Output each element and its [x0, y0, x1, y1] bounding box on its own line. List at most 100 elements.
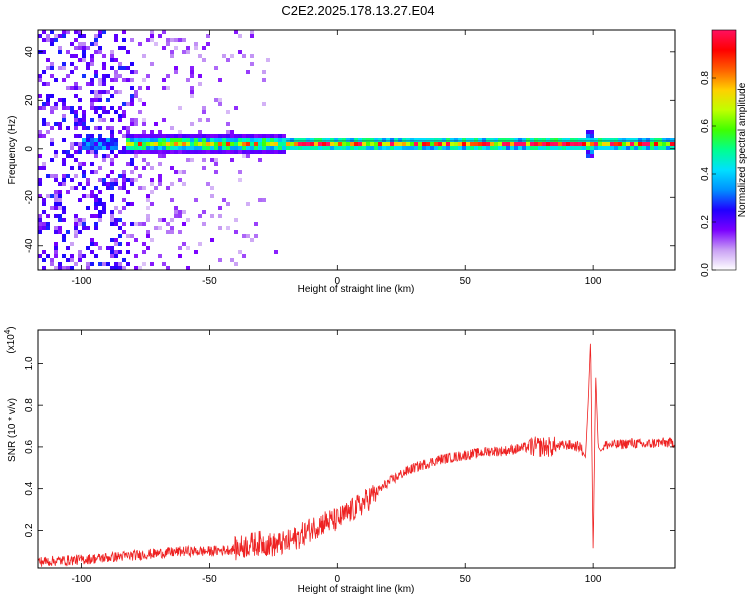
spectrogram-cell — [46, 58, 50, 62]
spectrogram-cell — [86, 126, 90, 130]
spectrogram-cell — [102, 158, 106, 162]
spectrogram-cell — [146, 150, 150, 154]
spectrogram-cell — [98, 114, 102, 118]
spectrogram-cell — [114, 242, 118, 246]
spectrogram-cell — [90, 106, 94, 110]
spectrogram-cell — [310, 142, 314, 146]
spectrogram-cell — [86, 142, 90, 146]
spectrogram-cell — [170, 50, 174, 54]
spectrogram-cell — [126, 242, 130, 246]
spectrogram-cell — [206, 146, 210, 150]
spectrogram-cell — [94, 194, 98, 198]
spectrogram-cell — [274, 142, 278, 146]
spectrogram-xtick-label: -100 — [71, 276, 91, 287]
spectrogram-cell — [642, 142, 646, 146]
spectrogram-frame — [37, 29, 676, 271]
spectrogram-cell — [226, 122, 230, 126]
spectrogram-cell — [138, 42, 142, 46]
spectrogram-cell — [78, 230, 82, 234]
spectrogram-cell — [474, 138, 478, 142]
spectrogram-cell — [50, 262, 54, 266]
spectrogram-cell — [186, 142, 190, 146]
spectrogram-cell — [98, 94, 102, 98]
spectrogram-cell — [94, 226, 98, 230]
spectrogram-cell — [102, 82, 106, 86]
spectrogram-cell — [102, 206, 106, 210]
spectrogram-cell — [218, 78, 222, 82]
spectrogram-cell — [362, 142, 366, 146]
spectrogram-cell — [90, 250, 94, 254]
spectrogram-cell — [170, 126, 174, 130]
spectrogram-cell — [74, 30, 78, 34]
spectrogram-cell — [198, 138, 202, 142]
spectrogram-cell — [462, 146, 466, 150]
spectrogram-cell — [242, 134, 246, 138]
spectrogram-cell — [210, 138, 214, 142]
spectrogram-cell — [382, 138, 386, 142]
spectrogram-cell — [62, 98, 66, 102]
spectrogram-cell — [230, 258, 234, 262]
spectrogram-cell — [90, 150, 94, 154]
spectrogram-cell — [162, 154, 166, 158]
spectrogram-cell — [442, 138, 446, 142]
spectrogram-cell — [130, 170, 134, 174]
spectrogram-cell — [350, 138, 354, 142]
spectrogram-cell — [82, 218, 86, 222]
spectrogram-cell — [670, 142, 674, 146]
spectrogram-cell — [446, 146, 450, 150]
spectrogram-cell — [38, 130, 42, 134]
spectrogram-cell — [110, 198, 114, 202]
spectrogram-cell — [166, 230, 170, 234]
spectrogram-cell — [62, 34, 66, 38]
spectrogram-cell — [190, 86, 194, 90]
spectrogram-cell — [58, 262, 62, 266]
spectrogram-cell — [46, 66, 50, 70]
spectrogram-cell — [210, 238, 214, 242]
spectrogram-cell — [134, 118, 138, 122]
spectrogram-cell — [54, 194, 58, 198]
colorbar-tick-label: 0.4 — [700, 167, 711, 181]
spectrogram-cell — [230, 138, 234, 142]
spectrogram-cell — [114, 238, 118, 242]
spectrogram-cell — [46, 174, 50, 178]
spectrogram-cell — [178, 146, 182, 150]
spectrogram-cell — [158, 34, 162, 38]
spectrogram-cell — [158, 254, 162, 258]
spectrogram-cell — [122, 206, 126, 210]
spectrogram-cell — [578, 146, 582, 150]
spectrogram-cell — [106, 186, 110, 190]
spectrogram-cell — [234, 134, 238, 138]
spectrogram-cell — [54, 214, 58, 218]
spectrogram-cell — [114, 110, 118, 114]
spectrogram-cell — [426, 138, 430, 142]
spectrogram-cell — [126, 178, 130, 182]
spectrogram-cell — [78, 134, 82, 138]
spectrogram-cell — [162, 262, 166, 266]
spectrogram-cell — [278, 134, 282, 138]
spectrogram-cell — [54, 242, 58, 246]
spectrogram-cell — [70, 186, 74, 190]
spectrogram-cell — [218, 206, 222, 210]
spectrogram-cell — [94, 254, 98, 258]
spectrogram-cell — [182, 146, 186, 150]
spectrogram-cell — [138, 134, 142, 138]
spectrogram-cell — [122, 150, 126, 154]
spectrogram-cell — [150, 190, 154, 194]
spectrogram-cell — [118, 226, 122, 230]
spectrogram-cell — [402, 142, 406, 146]
spectrogram-cell — [382, 146, 386, 150]
spectrogram-cell — [578, 138, 582, 142]
spectrogram-cell — [530, 142, 534, 146]
spectrogram-cell — [422, 146, 426, 150]
spectrogram-cell — [370, 146, 374, 150]
spectrogram-cell — [94, 214, 98, 218]
spectrogram-cell — [118, 210, 122, 214]
spectrogram-cell — [210, 150, 214, 154]
spectrogram-cell — [598, 138, 602, 142]
spectrogram-cell — [102, 74, 106, 78]
spectrogram-cell — [62, 182, 66, 186]
spectrogram-cell — [182, 242, 186, 246]
spectrogram-cell — [170, 38, 174, 42]
spectrogram-cell — [130, 62, 134, 66]
spectrogram-cell — [250, 34, 254, 38]
